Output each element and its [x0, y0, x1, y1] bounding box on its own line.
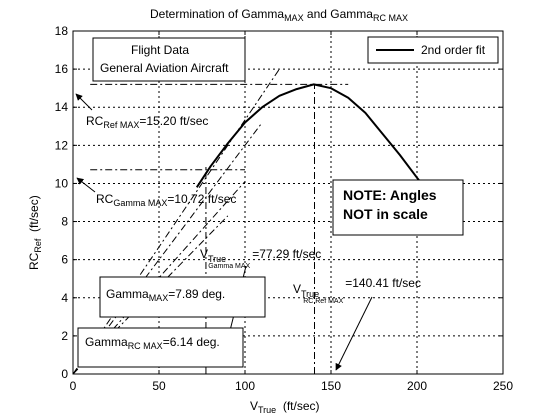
note-line-2: NOT in scale [343, 206, 428, 222]
y-tick-label: 0 [61, 367, 68, 381]
ticks: 0 50 100 150 200 250 0 2 4 6 8 10 12 14 16 18 [55, 24, 514, 393]
rc-gamma-max-arrow [76, 177, 96, 193]
note-box: NOTE: Angles NOT in scale [332, 179, 464, 236]
y-axis-label: RCRef (ft/sec) [27, 195, 43, 270]
x-axis-label: VTrue (ft/sec) [250, 399, 320, 415]
flight-data-subtitle: General Aviation Aircraft [100, 61, 229, 75]
rc-ref-max-arrow [75, 93, 93, 111]
y-tick-label: 4 [61, 291, 68, 305]
v-true-rc-ref-max-arrow [335, 296, 373, 371]
gamma-max-box: GammaMAX=7.89 deg. [99, 276, 266, 318]
v-true-rc-ref-max-label: VTrue RC Ref MAX=140.41 ft/sec [293, 276, 421, 305]
legend: 2nd order fit [367, 36, 499, 64]
y-tick-label: 12 [55, 138, 69, 152]
x-tick-label: 200 [407, 379, 427, 393]
v-true-gamma-max-label: VTrue Gamma MAX=77.29 ft/sec [200, 247, 321, 270]
x-tick-label: 250 [493, 379, 513, 393]
flight-data-box: Flight Data General Aviation Aircraft [92, 37, 246, 82]
gamma-rc-max-box: GammaRC MAX=6.14 deg. [77, 327, 244, 368]
y-tick-label: 6 [61, 253, 68, 267]
x-tick-label: 0 [70, 379, 77, 393]
x-tick-label: 50 [152, 379, 166, 393]
flight-data-title: Flight Data [131, 43, 189, 57]
chart-title: Determination of GammaMAX and GammaRC MA… [150, 7, 408, 23]
reference-line [72, 68, 280, 375]
note-line-1: NOTE: Angles [343, 187, 437, 203]
y-tick-label: 18 [55, 24, 69, 38]
series-layer [195, 83, 453, 223]
x-tick-label: 150 [321, 379, 341, 393]
gamma-max-label: GammaMAX=7.89 deg. [106, 287, 225, 303]
rc-gamma-max-label: RCGamma MAX=10.72 ft/sec [96, 192, 236, 208]
reference-line [72, 181, 246, 375]
legend-label: 2nd order fit [421, 43, 486, 57]
gamma-rc-max-label: GammaRC MAX=6.14 deg. [85, 335, 220, 351]
y-tick-label: 10 [55, 176, 69, 190]
rc-ref-max-label: RCRef MAX=15.20 ft/sec [86, 114, 208, 130]
y-tick-label: 14 [55, 100, 69, 114]
y-tick-label: 16 [55, 62, 69, 76]
series-line-2nd-order-fit [195, 83, 453, 223]
y-tick-label: 2 [61, 329, 68, 343]
y-tick-label: 8 [61, 215, 68, 229]
x-tick-label: 100 [235, 379, 255, 393]
